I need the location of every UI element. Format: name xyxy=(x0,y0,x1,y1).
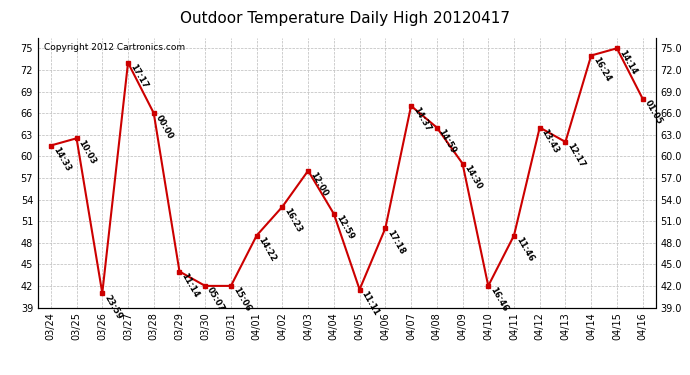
Text: 14:37: 14:37 xyxy=(411,106,432,134)
Text: 23:59: 23:59 xyxy=(102,293,124,321)
Text: 05:07: 05:07 xyxy=(205,286,226,314)
Text: 11:14: 11:14 xyxy=(179,272,201,299)
Text: Outdoor Temperature Daily High 20120417: Outdoor Temperature Daily High 20120417 xyxy=(180,11,510,26)
Text: 14:33: 14:33 xyxy=(51,146,72,173)
Text: 17:17: 17:17 xyxy=(128,63,149,90)
Text: Copyright 2012 Cartronics.com: Copyright 2012 Cartronics.com xyxy=(44,43,185,52)
Text: 11:11: 11:11 xyxy=(359,290,381,317)
Text: 12:00: 12:00 xyxy=(308,171,329,198)
Text: 13:43: 13:43 xyxy=(540,128,561,155)
Text: 12:17: 12:17 xyxy=(565,142,586,170)
Text: 14:59: 14:59 xyxy=(437,128,458,155)
Text: 12:59: 12:59 xyxy=(334,214,355,242)
Text: 16:24: 16:24 xyxy=(591,56,613,83)
Text: 00:00: 00:00 xyxy=(154,113,175,141)
Text: 16:23: 16:23 xyxy=(282,207,304,234)
Text: 11:46: 11:46 xyxy=(514,236,535,263)
Text: 14:14: 14:14 xyxy=(617,48,638,76)
Text: 14:30: 14:30 xyxy=(462,164,484,191)
Text: 15:06: 15:06 xyxy=(231,286,252,314)
Text: 01:05: 01:05 xyxy=(642,99,664,126)
Text: 17:18: 17:18 xyxy=(385,228,406,256)
Text: 10:03: 10:03 xyxy=(77,138,97,166)
Text: 14:22: 14:22 xyxy=(257,236,278,263)
Text: 16:46: 16:46 xyxy=(489,286,509,314)
